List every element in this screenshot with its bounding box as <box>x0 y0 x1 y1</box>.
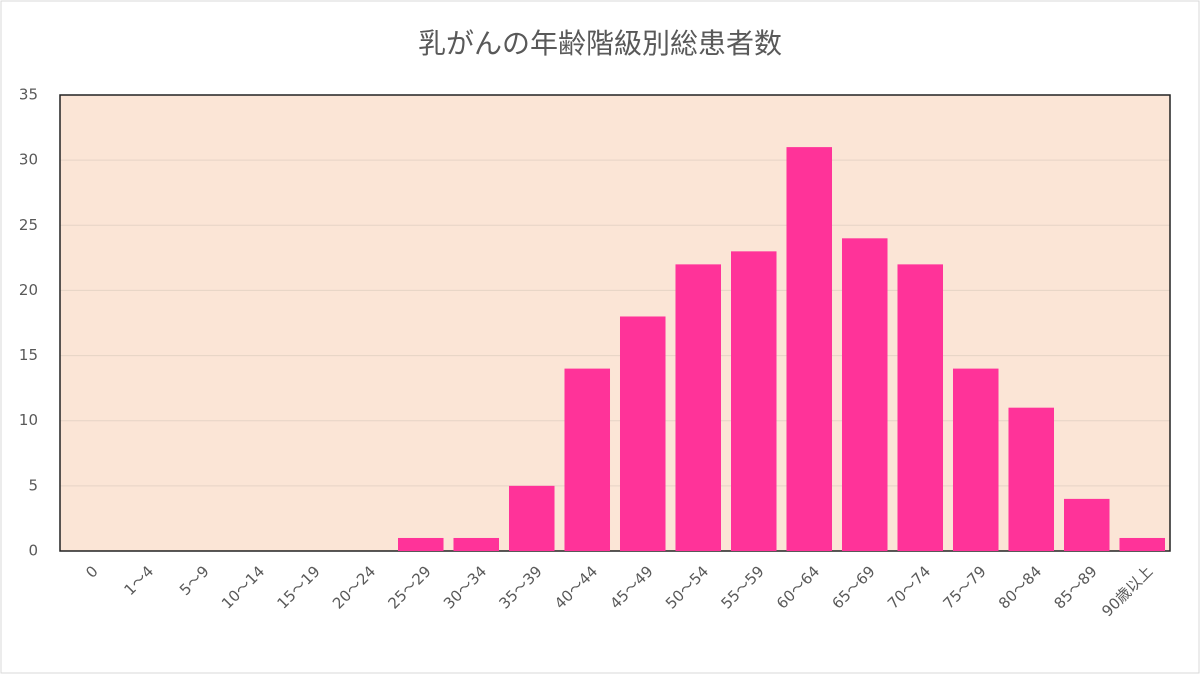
bar <box>508 485 555 551</box>
plot-area <box>60 95 1170 551</box>
chart-title: 乳がんの年齢階級別総患者数 <box>418 27 782 60</box>
bar <box>952 368 999 551</box>
bar <box>841 238 888 552</box>
bar <box>619 316 666 551</box>
y-tick-label: 15 <box>19 346 38 364</box>
y-tick-label: 25 <box>19 216 38 234</box>
bar <box>564 368 611 551</box>
bar <box>730 251 777 552</box>
y-tick-label: 0 <box>28 542 38 560</box>
bar <box>453 537 500 551</box>
bar <box>1063 498 1110 551</box>
y-tick-label: 5 <box>28 476 38 494</box>
bar <box>1119 537 1166 551</box>
bar <box>675 264 722 551</box>
bar <box>786 147 833 551</box>
y-tick-label: 10 <box>19 411 38 429</box>
bar <box>897 264 944 551</box>
bar <box>397 537 444 551</box>
bar <box>1008 407 1055 551</box>
y-tick-label: 35 <box>19 86 38 104</box>
y-tick-label: 20 <box>19 281 38 299</box>
plot-border <box>59 94 1171 552</box>
y-tick-label: 30 <box>19 151 38 169</box>
